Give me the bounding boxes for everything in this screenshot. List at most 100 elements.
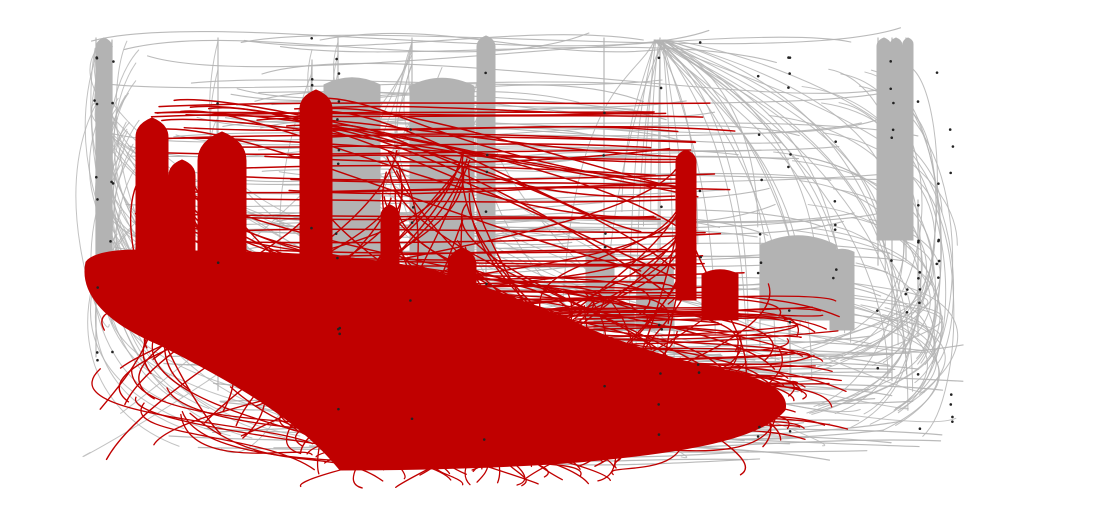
highlighted-bundle-tower	[197, 131, 247, 263]
graph-node	[657, 433, 661, 436]
graph-node	[657, 403, 660, 406]
graph-node	[484, 210, 488, 213]
highlighted-edge	[150, 111, 655, 118]
graph-node	[757, 133, 761, 136]
graph-node	[337, 72, 341, 75]
gray-edge	[240, 27, 902, 45]
graph-node	[756, 271, 760, 275]
highlighted-edge	[309, 186, 731, 193]
graph-node	[112, 60, 115, 63]
highlighted-edge	[144, 137, 677, 163]
graph-node	[334, 232, 338, 235]
gray-edge	[655, 39, 899, 346]
graph-node	[835, 268, 838, 271]
gray-edge	[654, 39, 837, 290]
gray-edge	[882, 65, 938, 364]
graph-nodes	[93, 36, 955, 441]
graph-node	[484, 71, 487, 75]
gray-edge	[75, 80, 113, 328]
graph-node	[760, 178, 763, 182]
highlighted-edge	[188, 232, 722, 244]
graph-node	[916, 100, 920, 103]
graph-node	[338, 326, 342, 330]
graph-node	[918, 271, 922, 274]
gray-edge	[243, 34, 644, 47]
graph-node	[918, 427, 922, 430]
graph-node	[876, 366, 880, 370]
graph-node	[111, 350, 114, 354]
gray-edge	[279, 46, 777, 64]
highlighted-edge	[207, 107, 697, 289]
graph-node	[409, 299, 412, 302]
graph-node	[335, 57, 338, 61]
gray-edge	[821, 102, 955, 364]
gray-edge	[819, 277, 929, 341]
graph-node	[485, 282, 488, 286]
graph-node	[96, 198, 99, 201]
graph-node	[917, 276, 920, 280]
graph-node	[759, 261, 763, 265]
graph-node	[918, 301, 921, 305]
gray-edge	[882, 314, 946, 412]
graph-node	[95, 56, 98, 59]
graph-node	[660, 328, 664, 331]
graph-node	[876, 309, 879, 312]
graph-node	[832, 276, 835, 280]
graph-node	[787, 165, 790, 169]
graph-node	[890, 259, 893, 262]
graph-node	[337, 100, 341, 103]
graph-node	[111, 182, 115, 185]
highlighted-bundle-dome	[701, 269, 739, 321]
graph-node	[788, 429, 792, 433]
highlighted-bundle-tower	[299, 89, 333, 263]
gray-edge	[656, 39, 914, 392]
graph-node	[485, 170, 489, 174]
highlighted-edge	[538, 186, 687, 316]
graph-node	[93, 99, 96, 102]
highlighted-bundle-tower	[135, 117, 169, 263]
graph-node	[951, 420, 954, 423]
graph-node	[917, 239, 920, 243]
graph-node	[216, 102, 219, 105]
highlighted-edge	[173, 98, 683, 180]
gray-edge	[123, 32, 590, 53]
gray-edge	[663, 39, 819, 287]
gray-edge	[335, 120, 919, 137]
highlighted-edge	[293, 105, 667, 115]
gray-edge	[663, 39, 886, 271]
graph-node	[917, 203, 920, 207]
graph-node	[411, 206, 415, 209]
graph-node	[699, 255, 702, 259]
gray-bundle-dome	[829, 248, 855, 331]
graph-node	[937, 259, 941, 263]
highlighted-edge	[256, 117, 684, 158]
graph-node	[951, 415, 954, 419]
graph-node	[951, 145, 955, 148]
graph-node	[935, 71, 939, 74]
graph-node	[657, 56, 661, 60]
highlighted-edge	[204, 164, 657, 177]
graph-node	[109, 240, 112, 243]
graph-node	[410, 221, 414, 224]
highlighted-edge	[221, 228, 706, 234]
graph-node	[657, 323, 661, 327]
graph-node	[758, 232, 762, 236]
gray-edge	[90, 29, 710, 47]
graph-node	[410, 417, 414, 421]
graph-node	[602, 154, 605, 157]
highlighted-edge-bundles	[84, 89, 786, 471]
highlighted-edge	[318, 107, 692, 192]
graph-node	[697, 371, 701, 374]
graph-node	[949, 393, 953, 396]
gray-bundle-tower	[889, 37, 903, 241]
highlighted-edge	[179, 110, 655, 218]
gray-edge	[261, 62, 883, 94]
highlighted-bundle-tower	[675, 149, 697, 301]
gray-edge	[806, 299, 905, 414]
graph-node	[918, 288, 922, 291]
graph-node	[337, 407, 340, 411]
graph-node	[890, 136, 894, 139]
graph-node	[603, 111, 606, 115]
graph-node	[916, 373, 920, 376]
graph-node	[834, 223, 837, 227]
